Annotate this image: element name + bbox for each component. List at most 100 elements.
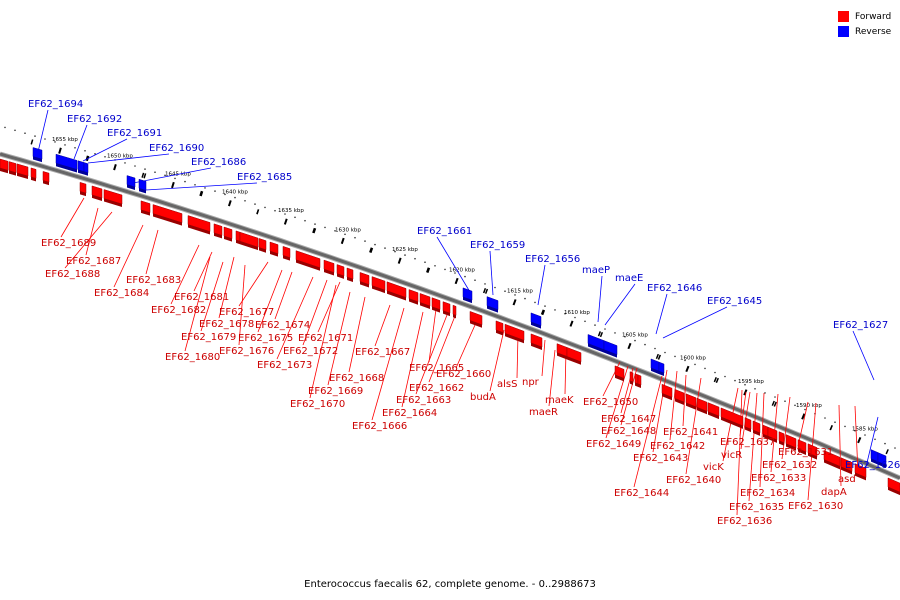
forward-gene-label: EF62_1648 xyxy=(601,426,656,437)
reverse-gene xyxy=(877,452,887,466)
forward-gene-label: EF62_1633 xyxy=(751,473,806,484)
scale-minor-tick xyxy=(771,400,775,406)
forward-leader-line xyxy=(238,264,246,346)
reverse-gene-label: EF62_1661 xyxy=(417,226,472,237)
scale-dot xyxy=(124,162,126,164)
scale-minor-tick xyxy=(715,377,719,384)
forward-gene-label: EF62_1644 xyxy=(614,488,669,499)
backbone-line xyxy=(0,152,900,480)
scale-dot xyxy=(774,396,776,398)
forward-gene xyxy=(258,238,267,251)
scale-tick-label: 1620 kbp xyxy=(449,267,475,273)
scale-tick-label: 1655 kbp xyxy=(52,137,78,143)
scale-dot xyxy=(644,343,646,346)
reverse-gene-label: EF62_1645 xyxy=(707,296,762,307)
scale-minor-tick xyxy=(200,191,204,197)
forward-gene-label: EF62_1679 xyxy=(181,332,236,343)
genome-caption: Enterococcus faecalis 62, complete genom… xyxy=(304,579,596,590)
forward-gene xyxy=(634,373,639,385)
scale-dot xyxy=(744,383,746,386)
forward-gene xyxy=(346,267,354,280)
forward-gene xyxy=(566,347,582,363)
forward-gene-label: maeR xyxy=(529,407,558,418)
scale-dot xyxy=(194,184,196,186)
scale-dot xyxy=(484,283,486,285)
reverse-gene-label: EF62_1627 xyxy=(833,320,888,331)
scale-minor-tick xyxy=(427,267,431,273)
scale-minor-tick xyxy=(657,354,661,360)
forward-gene-label: EF62_1680 xyxy=(165,352,220,363)
legend-item-forward: Forward xyxy=(838,9,891,24)
scale-dot xyxy=(404,254,406,256)
scale-dot xyxy=(384,247,386,249)
forward-gene xyxy=(42,171,50,183)
scale-dot xyxy=(804,408,806,411)
forward-leader-line xyxy=(274,271,293,320)
scale-dot xyxy=(834,421,836,424)
forward-gene xyxy=(778,431,785,444)
scale-minor-tick xyxy=(426,267,430,273)
forward-gene-label: EF62_1640 xyxy=(666,475,721,486)
scale-dot xyxy=(574,316,576,319)
scale-dot xyxy=(324,226,326,229)
reverse-gene xyxy=(83,162,89,174)
forward-gene-label: EF62_1687 xyxy=(66,256,121,267)
scale-dot xyxy=(684,359,686,362)
forward-leader-line xyxy=(218,256,235,319)
scale-dot xyxy=(624,335,626,338)
scale-dot xyxy=(514,294,516,296)
scale-minor-tick xyxy=(482,288,487,294)
scale-tick xyxy=(113,164,117,171)
forward-gene xyxy=(823,450,841,467)
forward-gene xyxy=(661,383,673,398)
forward-gene-label: EF62_1649 xyxy=(586,439,641,450)
forward-leader-line xyxy=(401,311,424,408)
forward-leader-line xyxy=(415,314,448,395)
reverse-gene xyxy=(126,175,136,188)
scale-tick xyxy=(857,436,862,444)
forward-gene xyxy=(8,161,17,173)
reverse-gene xyxy=(55,153,78,170)
scale-dot xyxy=(204,187,206,189)
reverse-leader-line xyxy=(132,167,212,184)
forward-gene xyxy=(707,402,720,417)
forward-leader-line xyxy=(722,387,739,462)
forward-gene-label: EF62_1632 xyxy=(762,460,817,471)
scale-tick xyxy=(227,200,232,207)
scale-dot xyxy=(44,138,46,140)
reverse-gene xyxy=(462,287,473,301)
forward-gene xyxy=(16,163,29,177)
forward-gene xyxy=(140,200,151,213)
forward-gene-label: vicK xyxy=(703,462,724,473)
forward-gene xyxy=(469,311,483,326)
forward-gene-label: EF62_1641 xyxy=(663,427,718,438)
scale-tick xyxy=(743,389,748,396)
scale-minor-tick xyxy=(597,331,602,337)
forward-leader-line xyxy=(455,324,476,369)
forward-gene xyxy=(282,245,291,259)
legend-item-reverse: Reverse xyxy=(838,24,891,39)
forward-gene-label: EF62_1675 xyxy=(238,333,293,344)
scale-tick-label: 1610 kbp xyxy=(564,310,590,316)
forward-gene xyxy=(359,272,370,285)
scale-tick-label: 1650 kbp xyxy=(107,154,133,160)
scale-minor-tick xyxy=(30,139,34,145)
scale-minor-tick xyxy=(313,228,317,234)
scale-tick-label: 1630 kbp xyxy=(335,227,361,233)
forward-gene xyxy=(79,181,87,194)
reverse-gene xyxy=(32,147,43,160)
scale-dot xyxy=(294,216,296,219)
forward-gene-label: EF62_1671 xyxy=(298,333,353,344)
reverse-gene-label: EF62_1686 xyxy=(191,157,246,168)
scale-tick xyxy=(283,218,288,225)
forward-gene-label: EF62_1681 xyxy=(174,292,229,303)
reverse-gene xyxy=(603,340,618,355)
forward-leader-line xyxy=(309,284,337,399)
forward-gene-label: EF62_1637 xyxy=(720,437,775,448)
forward-gene-label: EF62_1677 xyxy=(219,307,274,318)
forward-leader-line xyxy=(838,404,842,487)
forward-leader-line xyxy=(302,279,328,346)
forward-gene xyxy=(504,323,525,341)
forward-gene xyxy=(431,297,441,310)
